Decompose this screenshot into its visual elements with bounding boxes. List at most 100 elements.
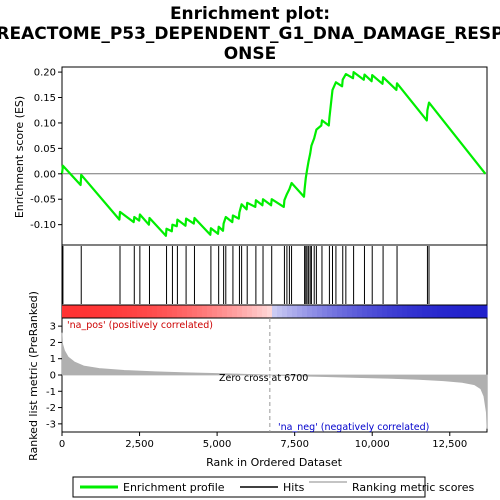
band-segment: [312, 305, 318, 318]
y-tick-top-label: -0.10: [30, 220, 56, 231]
band-segment: [432, 305, 438, 318]
band-segment: [237, 305, 243, 318]
band-segment: [342, 305, 348, 318]
band-segment: [117, 305, 123, 318]
band-segment: [377, 305, 383, 318]
y-tick-bottom-label: -3: [46, 419, 56, 430]
band-segment: [207, 305, 213, 318]
band-segment: [372, 305, 378, 318]
band-segment: [267, 305, 273, 318]
band-segment: [477, 305, 483, 318]
band-segment: [277, 305, 283, 318]
y-tick-bottom-label: -2: [46, 403, 56, 414]
band-segment: [82, 305, 88, 318]
band-segment: [127, 305, 133, 318]
band-segment: [152, 305, 158, 318]
band-segment: [462, 305, 468, 318]
y-tick-top-label: 0.05: [34, 144, 56, 155]
x-tick-label: 10,000: [355, 439, 390, 450]
band-segment: [302, 305, 308, 318]
legend-hits-label: Hits: [283, 481, 305, 494]
band-segment: [482, 305, 488, 318]
band-segment: [102, 305, 108, 318]
y-tick-bottom-label: 0: [50, 371, 56, 382]
band-segment: [427, 305, 433, 318]
es-line: [60, 70, 487, 237]
y-tick-top-label: -0.05: [30, 195, 56, 206]
band-segment: [162, 305, 168, 318]
band-segment: [337, 305, 343, 318]
band-segment: [347, 305, 353, 318]
band-segment: [172, 305, 178, 318]
band-segment: [92, 305, 98, 318]
band-segment: [457, 305, 463, 318]
band-segment: [182, 305, 188, 318]
band-segment: [287, 305, 293, 318]
band-segment: [122, 305, 128, 318]
band-segment: [472, 305, 478, 318]
pos-label: 'na_pos' (positively correlated): [67, 320, 213, 331]
hit-marks: [62, 246, 430, 304]
x-tick-label: 12,500: [432, 439, 467, 450]
band-segment: [262, 305, 268, 318]
band-segment: [212, 305, 218, 318]
es-panel: [61, 66, 488, 246]
band-segment: [447, 305, 453, 318]
band-segment: [282, 305, 288, 318]
band-segment: [177, 305, 183, 318]
band-segment: [132, 305, 138, 318]
band-segment: [322, 305, 328, 318]
band-segment: [112, 305, 118, 318]
band-segment: [292, 305, 298, 318]
band-segment: [77, 305, 83, 318]
y-axis-label-bottom: Ranked list metric (PreRanked): [27, 291, 40, 461]
x-tick-label: 7,500: [280, 439, 309, 450]
es-series: [60, 70, 487, 237]
band-segment: [197, 305, 203, 318]
band-segment: [202, 305, 208, 318]
band-segment: [332, 305, 338, 318]
band-segment: [442, 305, 448, 318]
band-segment: [137, 305, 143, 318]
band-segment: [62, 305, 68, 318]
band-segment: [87, 305, 93, 318]
band-segment: [252, 305, 258, 318]
band-segment: [222, 305, 228, 318]
band-segment: [437, 305, 443, 318]
band-segment: [307, 305, 313, 318]
y-axis-label-top: Enrichment score (ES): [13, 96, 26, 218]
band-segment: [407, 305, 413, 318]
band-segment: [367, 305, 373, 318]
y-ticks-top: -0.10 -0.05 0.00 0.05 0.10 0.15 0.20: [30, 68, 62, 231]
band-segment: [187, 305, 193, 318]
band-segment: [397, 305, 403, 318]
x-tick-label: 5,000: [203, 439, 232, 450]
band-segment: [257, 305, 263, 318]
band-segment: [452, 305, 458, 318]
band-segment: [417, 305, 423, 318]
band-segment: [387, 305, 393, 318]
band-segment: [362, 305, 368, 318]
band-segment: [147, 305, 153, 318]
band-segment: [402, 305, 408, 318]
x-axis-label: Rank in Ordered Dataset: [206, 456, 343, 469]
legend-metric-label: Ranking metric scores: [352, 481, 474, 494]
band-segment: [317, 305, 323, 318]
band-segment: [327, 305, 333, 318]
y-tick-top-label: 0.10: [34, 118, 56, 129]
band-segment: [192, 305, 198, 318]
band-segment: [232, 305, 238, 318]
band-segment: [227, 305, 233, 318]
y-tick-bottom-label: 2: [50, 338, 56, 349]
band-segment: [107, 305, 113, 318]
y-tick-top-label: 0.00: [34, 169, 56, 180]
band-segment: [352, 305, 358, 318]
band-segment: [297, 305, 303, 318]
y-ticks-bottom: -3 -2 -1 0 1 2 3: [46, 322, 62, 430]
band-segment: [167, 305, 173, 318]
band-segment: [142, 305, 148, 318]
zero-cross-label: Zero cross at 6700: [219, 373, 308, 384]
x-tick-label: 2,500: [125, 439, 154, 450]
band-segment: [272, 305, 278, 318]
